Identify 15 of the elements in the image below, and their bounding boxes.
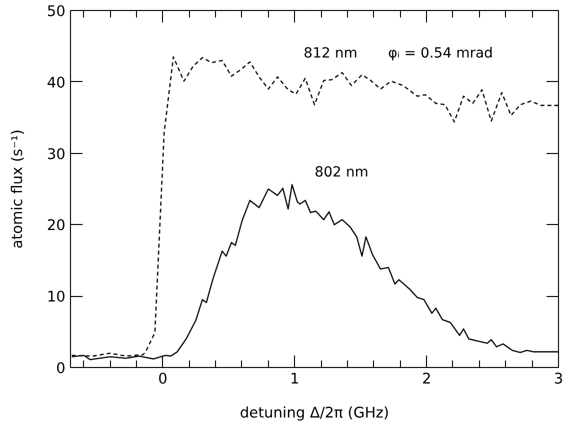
y-tick-label: 20 xyxy=(46,217,66,234)
x-axis-title: detuning Δ/2π (GHz) xyxy=(240,404,390,422)
y-tick-label: 0 xyxy=(56,360,66,377)
x-tick-label: 3 xyxy=(554,370,564,388)
annotation: φᵢ = 0.54 mrad xyxy=(388,46,493,62)
y-tick-label: 30 xyxy=(46,146,66,163)
annotation: 802 nm xyxy=(314,164,368,180)
x-tick-label: 1 xyxy=(290,370,300,388)
y-axis-title: atomic flux (s⁻¹) xyxy=(8,129,26,249)
x-tick-label: 0 xyxy=(158,370,168,388)
annotation: 812 nm xyxy=(304,46,358,62)
y-tick-label: 40 xyxy=(46,74,66,92)
y-tick-label: 50 xyxy=(46,3,66,20)
x-tick-label: 2 xyxy=(422,370,432,388)
y-tick-label: 10 xyxy=(46,288,66,306)
